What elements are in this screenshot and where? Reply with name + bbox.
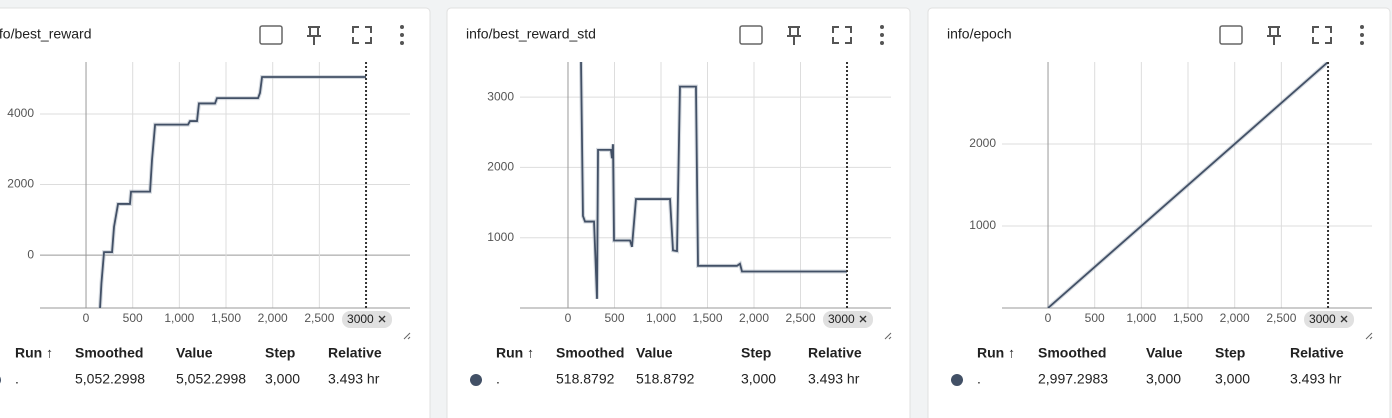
cursor-chip (342, 311, 393, 328)
menu-dot[interactable] (880, 25, 884, 29)
table-cell: 3,000 (741, 371, 776, 387)
x-tick-label: 1,500 (211, 311, 241, 325)
run-color (470, 374, 482, 386)
table-cell: 3.493 hr (808, 371, 860, 387)
fullscreen-icon[interactable] (352, 26, 372, 44)
header-icons (1219, 25, 1364, 45)
pin-icon[interactable] (1267, 26, 1281, 45)
header-icons (259, 25, 404, 45)
x-tick-label: 1,000 (164, 311, 194, 325)
run-color (951, 374, 963, 386)
card-title: info/best_reward_std (466, 26, 596, 42)
x-tick-label: 2,500 (304, 311, 334, 325)
menu-dot[interactable] (400, 25, 404, 29)
table-header: Run ↑ (977, 345, 1015, 361)
table-cell: . (496, 371, 500, 387)
menu-dot[interactable] (1360, 41, 1364, 45)
chip-close[interactable] (378, 315, 386, 323)
menu-dot[interactable] (880, 33, 884, 37)
x-tick-label: 0 (83, 311, 90, 325)
x-tick-label: 2,000 (258, 311, 288, 325)
table-header: Value (1146, 345, 1183, 361)
table-header: Relative (328, 345, 382, 361)
table-cell: 3.493 hr (1290, 371, 1342, 387)
menu-dot[interactable] (880, 41, 884, 45)
table-cell: 518.8792 (556, 371, 615, 387)
menu-dot[interactable] (400, 33, 404, 37)
x-tick-label: 1,000 (646, 311, 676, 325)
table-header: Step (1215, 345, 1245, 361)
x-tick-label: 0 (565, 311, 572, 325)
x-tick-label: 1,500 (1173, 311, 1203, 325)
table-header: Run ↑ (15, 345, 53, 361)
resize-handle (1365, 332, 1373, 340)
resize-handle (884, 332, 892, 340)
x-tick-label: 2,500 (785, 311, 815, 325)
menu-dot[interactable] (1360, 33, 1364, 37)
cursor-label: 3000 (347, 312, 374, 326)
y-tick-label: 2000 (7, 177, 34, 191)
pin-icon[interactable] (787, 26, 801, 45)
table-cell: 5,052.2998 (176, 371, 246, 387)
table-cell: . (15, 371, 19, 387)
table-header: Smoothed (75, 345, 143, 361)
y-tick-label: 4000 (7, 106, 34, 120)
cursor-chip (1304, 311, 1355, 328)
x-tick-label: 0 (1045, 311, 1052, 325)
y-tick-label: 2000 (969, 136, 996, 150)
fullscreen-icon[interactable] (832, 26, 852, 44)
table-cell: . (977, 371, 981, 387)
menu-dot[interactable] (400, 41, 404, 45)
table-header: Value (176, 345, 213, 361)
x-tick-label: 1,500 (692, 311, 722, 325)
table-header: Step (741, 345, 771, 361)
y-tick-label: 1000 (487, 230, 514, 244)
resize-handle (403, 332, 411, 340)
y-tick-label: 2000 (487, 160, 514, 174)
table-cell: 5,052.2998 (75, 371, 145, 387)
table-header: Smoothed (1038, 345, 1106, 361)
fit-icon[interactable] (1219, 25, 1243, 45)
cursor-label: 3000 (1309, 312, 1336, 326)
x-tick-label: 500 (1085, 311, 1105, 325)
cursor-label: 3000 (828, 312, 855, 326)
table-header: Value (636, 345, 673, 361)
y-tick-label: 3000 (487, 89, 514, 103)
data-line (99, 76, 367, 308)
fit-icon[interactable] (259, 25, 283, 45)
pin-icon[interactable] (307, 26, 321, 45)
table-header: Run ↑ (496, 345, 534, 361)
x-tick-label: 2,000 (1220, 311, 1250, 325)
x-tick-label: 2,000 (739, 311, 769, 325)
table-header: Step (265, 345, 295, 361)
header-icons (739, 25, 884, 45)
card-title: info/best_reward (0, 26, 92, 42)
table-cell: 2,997.2983 (1038, 371, 1108, 387)
x-tick-label: 2,500 (1266, 311, 1296, 325)
x-tick-label: 500 (604, 311, 624, 325)
table-cell: 3,000 (1146, 371, 1181, 387)
table-cell: 3.493 hr (328, 371, 380, 387)
run-color (0, 376, 1, 384)
fit-icon[interactable] (739, 25, 763, 45)
x-tick-label: 1,000 (1126, 311, 1156, 325)
y-tick-label: 1000 (969, 218, 996, 232)
data-line (1047, 62, 1329, 308)
menu-dot[interactable] (1360, 25, 1364, 29)
card-title: info/epoch (947, 26, 1012, 42)
table-header: Smoothed (556, 345, 624, 361)
y-tick-label: 0 (27, 247, 34, 261)
table-cell: 518.8792 (636, 371, 695, 387)
table-header: Relative (1290, 345, 1344, 361)
cursor-chip (823, 311, 874, 328)
table-cell: 3,000 (265, 371, 300, 387)
fullscreen-icon[interactable] (1312, 26, 1332, 44)
chip-close[interactable] (859, 315, 867, 323)
x-tick-label: 500 (123, 311, 143, 325)
table-cell: 3,000 (1215, 371, 1250, 387)
data-line (580, 62, 848, 299)
chip-close[interactable] (1340, 315, 1348, 323)
table-header: Relative (808, 345, 862, 361)
